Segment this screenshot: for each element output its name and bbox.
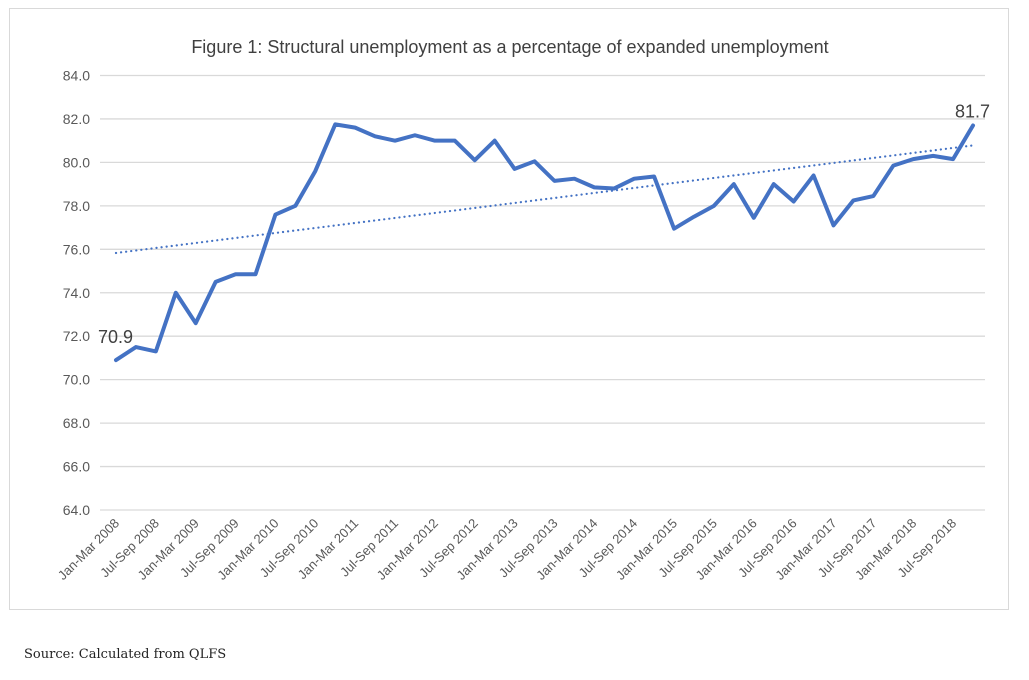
data-label-first: 70.9 (98, 327, 133, 347)
y-tick-label: 78.0 (63, 198, 90, 214)
y-tick-label: 66.0 (63, 459, 90, 475)
y-tick-label: 76.0 (63, 241, 90, 257)
y-tick-label: 82.0 (63, 111, 90, 127)
series-line (114, 122, 975, 363)
y-tick-label: 70.0 (63, 372, 90, 388)
line-chart: Figure 1: Structural unemployment as a p… (55, 37, 990, 583)
chart-frame (9, 8, 1009, 610)
y-tick-label: 68.0 (63, 415, 90, 431)
source-note: Source: Calculated from QLFS (24, 647, 227, 662)
y-tick-label: 84.0 (63, 68, 90, 84)
y-tick-label: 80.0 (63, 154, 90, 170)
y-tick-label: 72.0 (63, 328, 90, 344)
trendline (114, 144, 975, 255)
y-tick-label: 64.0 (63, 502, 90, 518)
y-tick-label: 74.0 (63, 285, 90, 301)
chart-title: Figure 1: Structural unemployment as a p… (191, 37, 828, 57)
data-label-last: 81.7 (955, 101, 990, 121)
